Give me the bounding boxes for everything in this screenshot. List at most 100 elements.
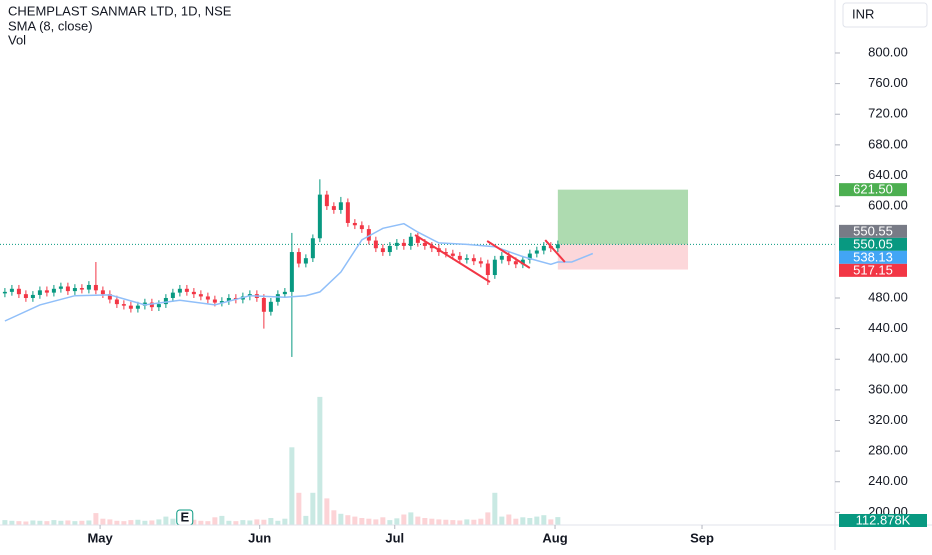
currency-button[interactable] bbox=[842, 2, 928, 28]
volume-bar bbox=[135, 519, 141, 525]
volume-bar bbox=[408, 512, 414, 525]
volume-bar bbox=[65, 520, 71, 525]
volume-bar bbox=[471, 519, 477, 525]
currency-label[interactable]: INR bbox=[852, 6, 874, 21]
y-tick-label: 600.00 bbox=[868, 198, 908, 213]
candle-body bbox=[44, 290, 49, 293]
candle-body bbox=[401, 242, 406, 246]
volume-bar bbox=[121, 521, 127, 525]
candle-body bbox=[212, 299, 217, 303]
y-tick-label: 280.00 bbox=[868, 443, 908, 458]
candle-body bbox=[289, 252, 294, 292]
candle-body bbox=[65, 286, 70, 292]
candle-body bbox=[324, 194, 329, 207]
volume-bar bbox=[555, 517, 561, 525]
volume-bar bbox=[247, 520, 253, 525]
candle-body bbox=[156, 304, 161, 308]
volume-bar bbox=[86, 520, 92, 525]
volume-bar bbox=[219, 515, 225, 525]
volume-bar bbox=[387, 520, 393, 525]
volume-bar bbox=[9, 520, 15, 525]
candle-body bbox=[268, 301, 273, 312]
volume-bar bbox=[373, 519, 379, 525]
volume-bar bbox=[345, 515, 351, 525]
candle-body bbox=[457, 255, 462, 260]
sma-line bbox=[4, 222, 594, 322]
candle-body bbox=[513, 261, 518, 265]
volume-bar bbox=[93, 513, 99, 525]
y-tick-label: 360.00 bbox=[868, 381, 908, 396]
volume-bar bbox=[492, 492, 498, 525]
price-label-box bbox=[839, 263, 907, 277]
volume-bar bbox=[464, 519, 470, 525]
candle-body bbox=[464, 258, 469, 260]
volume-bar bbox=[23, 521, 29, 525]
candle-body bbox=[107, 294, 112, 300]
volume-bar bbox=[44, 521, 50, 525]
price-label: 550.55 bbox=[853, 223, 893, 238]
y-tick-label: 680.00 bbox=[868, 136, 908, 151]
candle-body bbox=[205, 296, 210, 300]
volume-bar bbox=[541, 515, 547, 525]
candle-body bbox=[100, 290, 105, 295]
volume-bar bbox=[282, 518, 288, 525]
volume-bar bbox=[79, 520, 85, 525]
candle-body bbox=[345, 202, 350, 223]
candle-body bbox=[135, 305, 140, 309]
candle-body bbox=[51, 288, 56, 293]
volume-label-box bbox=[839, 514, 927, 527]
price-label: 517.15 bbox=[853, 262, 893, 277]
volume-bar bbox=[149, 520, 155, 525]
candle-body bbox=[149, 302, 154, 308]
candle-body bbox=[121, 304, 126, 306]
candle-body bbox=[506, 255, 511, 262]
volume-bar bbox=[240, 520, 246, 525]
volume-bar bbox=[352, 516, 358, 525]
volume-bar bbox=[268, 518, 274, 525]
volume-bar bbox=[289, 447, 295, 525]
volume-bar bbox=[58, 520, 64, 525]
candle-body bbox=[30, 294, 35, 298]
candle-body bbox=[387, 245, 392, 253]
volume-bar bbox=[338, 513, 344, 525]
volume-bar bbox=[100, 518, 106, 525]
candle-body bbox=[380, 248, 385, 253]
volume-bar bbox=[527, 518, 533, 525]
volume-bar bbox=[499, 516, 505, 525]
candle-body bbox=[184, 288, 189, 292]
candle-body bbox=[296, 252, 301, 264]
volume-bar bbox=[198, 520, 204, 525]
candle-body bbox=[128, 305, 133, 309]
candle-body bbox=[534, 250, 539, 254]
volume-bar bbox=[212, 517, 218, 525]
candle-body bbox=[226, 297, 231, 302]
volume-bar bbox=[415, 516, 421, 525]
volume-bar bbox=[359, 518, 365, 525]
y-tick-label: 240.00 bbox=[868, 473, 908, 488]
candle-body bbox=[163, 297, 168, 305]
price-label-box bbox=[839, 237, 907, 251]
volume-bar bbox=[303, 515, 309, 525]
y-tick-label: 760.00 bbox=[868, 75, 908, 90]
price-label-box bbox=[839, 250, 907, 264]
candle-body bbox=[282, 291, 287, 295]
candle-body bbox=[541, 245, 546, 251]
volume-bar bbox=[2, 520, 8, 525]
position-profit bbox=[557, 189, 689, 245]
volume-value-label: 112.878K bbox=[856, 512, 911, 527]
candle-body bbox=[310, 238, 315, 259]
candle-body bbox=[23, 294, 28, 298]
volume-bar bbox=[226, 520, 232, 525]
candle-body bbox=[373, 240, 378, 249]
candle-body bbox=[72, 288, 77, 292]
candle-body bbox=[170, 292, 175, 298]
price-label-box bbox=[839, 224, 907, 238]
candle-body bbox=[527, 253, 532, 260]
plot-area: E bbox=[0, 179, 835, 526]
candle-body bbox=[499, 255, 504, 260]
volume-bar bbox=[128, 520, 134, 525]
candle-body bbox=[114, 299, 119, 305]
volume-bar bbox=[191, 519, 197, 525]
